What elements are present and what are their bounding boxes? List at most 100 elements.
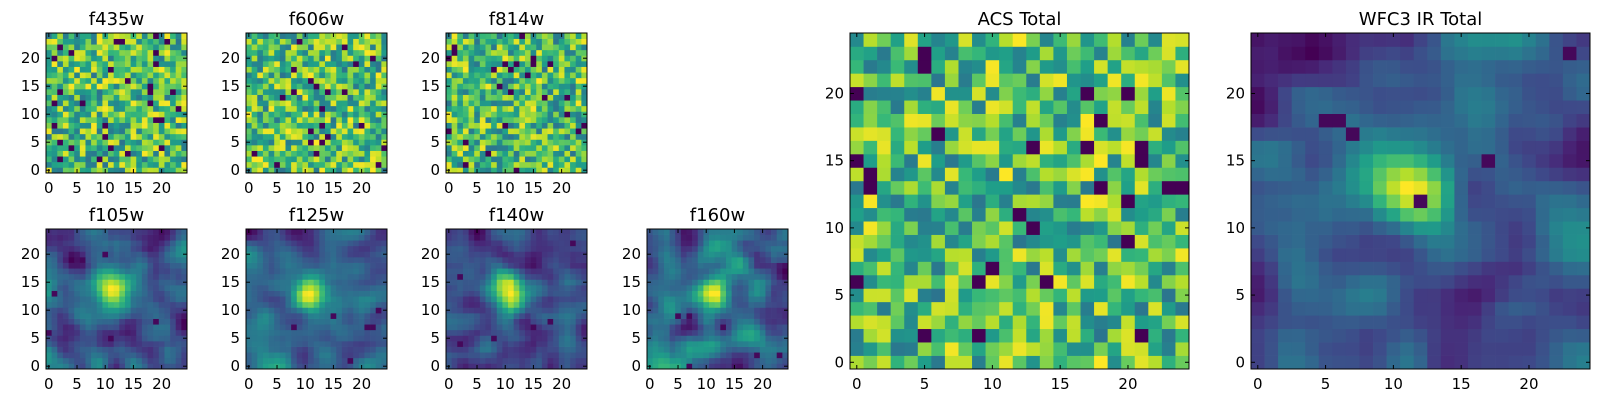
heatmap-cell — [474, 324, 481, 331]
heatmap-cell — [124, 363, 131, 370]
heatmap-cell — [658, 234, 665, 241]
heatmap-cell — [446, 61, 452, 67]
heatmap-cell — [57, 357, 64, 364]
heatmap-cell — [692, 301, 699, 308]
heatmap-cell — [136, 117, 143, 123]
heatmap-cell — [268, 296, 275, 303]
heatmap-cell — [364, 357, 371, 364]
heatmap-cell — [291, 234, 298, 241]
heatmap-cell — [709, 335, 716, 342]
x-tick-label: 20 — [352, 179, 371, 197]
heatmap-cell — [319, 61, 326, 67]
heatmap-cell — [446, 66, 452, 73]
heatmap-cell — [782, 357, 789, 364]
heatmap-cell — [1039, 234, 1054, 249]
heatmap-cell — [268, 83, 275, 90]
heatmap-cell — [776, 245, 783, 252]
x-tick-label: 5 — [272, 179, 282, 197]
heatmap-cell — [485, 145, 492, 151]
heatmap-cell — [79, 55, 86, 62]
heatmap-cell — [457, 66, 464, 73]
y-tick-label: 10 — [421, 105, 440, 123]
heatmap-cell — [119, 279, 126, 286]
heatmap-cell — [251, 363, 258, 370]
heatmap-cell — [754, 245, 761, 252]
heatmap-cell — [51, 128, 58, 135]
heatmap-cell — [536, 55, 543, 62]
heatmap-cell — [502, 145, 509, 151]
heatmap-cell — [358, 301, 365, 308]
heatmap-cell — [147, 44, 154, 51]
heatmap-cell — [575, 341, 582, 347]
heatmap-cell — [62, 150, 69, 157]
heatmap-cell — [581, 150, 588, 157]
heatmap-cell — [291, 145, 298, 151]
heatmap-cell — [944, 315, 959, 330]
heatmap-cell — [175, 363, 182, 370]
heatmap-cell — [119, 234, 126, 241]
heatmap-cell — [268, 363, 275, 370]
heatmap-cell — [285, 128, 292, 135]
heatmap-cell — [686, 290, 693, 297]
heatmap-cell — [79, 279, 86, 286]
heatmap-cell — [1094, 180, 1108, 195]
heatmap-cell — [754, 296, 761, 303]
heatmap-cell — [575, 94, 582, 101]
heatmap-cell — [491, 33, 498, 39]
heatmap-cell — [1161, 234, 1176, 249]
heatmap-cell — [279, 324, 286, 331]
heatmap-cell — [119, 55, 126, 62]
heatmap-cell — [680, 251, 687, 258]
heatmap-cell — [1039, 221, 1054, 235]
heatmap-cell — [675, 245, 682, 252]
heatmap-cell — [124, 139, 131, 146]
heatmap-cell — [313, 234, 320, 241]
heatmap-cell — [502, 105, 509, 112]
heatmap-cell — [999, 355, 1014, 370]
heatmap-cell — [313, 122, 320, 129]
heatmap-cell — [759, 262, 766, 269]
heatmap-cell — [575, 279, 582, 286]
heatmap-cell — [536, 324, 543, 331]
heatmap-cell — [102, 273, 109, 280]
heatmap-cell — [474, 313, 481, 319]
heatmap-cell — [62, 268, 69, 275]
heatmap-cell — [46, 240, 52, 247]
heatmap-cell — [251, 307, 258, 314]
heatmap-cell — [324, 33, 331, 39]
heatmap-cell — [279, 335, 286, 342]
heatmap-cell — [257, 363, 264, 370]
heatmap-cell — [863, 288, 878, 303]
heatmap-cell — [474, 89, 481, 95]
heatmap-cell — [462, 61, 469, 67]
heatmap-cell — [375, 285, 382, 291]
heatmap-cell — [675, 335, 682, 342]
heatmap-cell — [1121, 207, 1136, 222]
heatmap-cell — [697, 251, 704, 258]
heatmap-cell — [46, 44, 52, 51]
heatmap-cell — [113, 285, 120, 291]
heatmap-cell — [85, 296, 92, 303]
heatmap-cell — [279, 122, 286, 129]
heatmap-cell — [274, 133, 281, 140]
heatmap-cell — [530, 301, 537, 308]
heatmap-cell — [754, 251, 761, 258]
heatmap-cell — [313, 279, 320, 286]
heatmap-cell — [697, 245, 704, 252]
heatmap-cell — [364, 341, 371, 347]
heatmap-cell — [51, 122, 58, 129]
heatmap-cell — [96, 268, 103, 275]
heatmap-cell — [680, 279, 687, 286]
heatmap-cell — [164, 111, 171, 118]
heatmap-cell — [725, 279, 732, 286]
heatmap-cell — [877, 221, 892, 235]
heatmap-cell — [675, 346, 682, 353]
heatmap-cell — [57, 133, 64, 140]
heatmap-cell — [79, 335, 86, 342]
heatmap-cell — [141, 122, 148, 129]
heatmap-cell — [468, 262, 475, 269]
heatmap-cell — [890, 274, 905, 289]
heatmap-cell — [341, 94, 348, 101]
heatmap-cell — [181, 234, 188, 241]
heatmap-cell — [51, 61, 58, 67]
